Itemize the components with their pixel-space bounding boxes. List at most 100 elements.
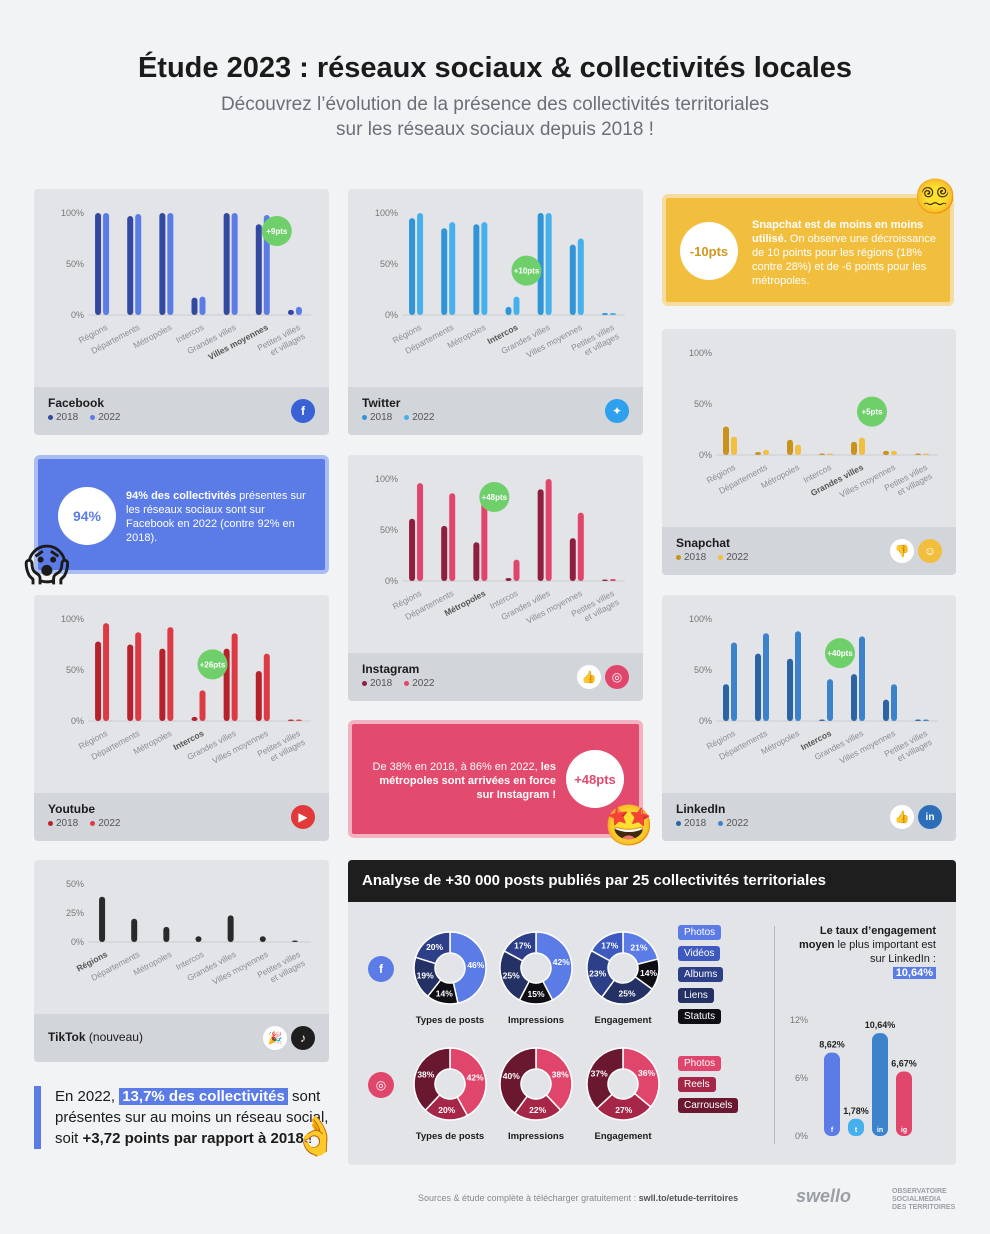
linkedin-card-footer: LinkedIn 2018 2022 👍 in: [662, 793, 956, 841]
summary-text: En 2022, 13,7% des collectivités sont pr…: [34, 1086, 334, 1149]
badge-label: +9pts: [266, 227, 288, 236]
bar-2022: [263, 653, 270, 721]
bar-2022: [163, 926, 170, 942]
bar-2018: [409, 218, 416, 315]
thumbs-up-icon: 👍: [890, 805, 914, 829]
callout-text: De 38% en 2018, à 86% en 2022, les métro…: [372, 761, 557, 801]
callout-badge: 94%: [58, 487, 116, 545]
bar-2018: [223, 213, 230, 315]
card-name: TikTok (nouveau): [48, 1030, 143, 1044]
bar-2022: [795, 444, 801, 455]
thumbs-down-icon: 👎: [890, 539, 914, 563]
callout-text: Snapchat est de moins en moins utilisé. …: [752, 219, 937, 287]
badge: [825, 638, 855, 669]
callout-badge: +48pts: [566, 750, 624, 808]
badge-label: +48pts: [482, 493, 508, 502]
bar-2022: [231, 213, 238, 315]
y-tick-label: 50%: [66, 259, 84, 269]
tiktok-icon: ♪: [291, 1026, 315, 1050]
badge: [479, 482, 510, 512]
bar-2018: [127, 216, 134, 315]
page-subtitle: Découvrez l’évolution de la présence des…: [220, 94, 770, 140]
bar-2022: [545, 479, 552, 581]
y-tick-label: 50%: [694, 399, 712, 409]
y-tick-label: 50%: [66, 665, 84, 675]
dizzy-face-emoji: 😵‍💫: [914, 178, 957, 216]
bar-2022: [295, 719, 302, 721]
bar-2022: [763, 449, 769, 455]
legend: 2018 2022: [48, 412, 315, 423]
card-name: Youtube: [48, 802, 96, 816]
y-tick-label: 100%: [689, 348, 712, 358]
bar-2022: [731, 642, 737, 721]
y-tick-label: 0%: [385, 310, 398, 320]
card-name: LinkedIn: [676, 802, 726, 816]
engagement-bar: [896, 1071, 912, 1136]
bar-2018: [95, 213, 102, 315]
engagement-text: Le taux d’engagement moyen le plus import…: [799, 925, 936, 979]
snapchat-icon: ☺: [918, 539, 942, 563]
twitter-icon: ✦: [605, 399, 629, 423]
donut-slice: [586, 1047, 624, 1110]
bar-2022: [731, 436, 737, 455]
engagement-bar: [872, 1033, 888, 1136]
slice-label: 15%: [527, 989, 544, 999]
tag-reels: Reels: [678, 1077, 716, 1092]
bar-2022: [167, 213, 174, 315]
card-name: Twitter: [362, 396, 401, 410]
donut-label: Impressions: [508, 1015, 564, 1026]
bar-2022: [103, 623, 110, 721]
engagement-label: 1,78%: [843, 1106, 869, 1116]
y-tick-label: 0%: [385, 576, 398, 586]
slice-label: 42%: [553, 957, 570, 967]
bar-2022: [449, 493, 456, 581]
bar-2018: [287, 719, 294, 721]
twitter-chart: 0%50%100%RégionsDépartementsMétropolesIn…: [375, 208, 625, 360]
y-tick-label: 6%: [795, 1073, 808, 1083]
slice-label: 19%: [417, 971, 434, 981]
donut-slice: [449, 1047, 487, 1117]
slice-label: 27%: [615, 1105, 632, 1115]
tag-albums: Albums: [678, 967, 724, 982]
y-tick-label: 0%: [699, 450, 712, 460]
instagram-card: 0% 50% 100% Régions Départements Métropoles In…: [348, 455, 643, 701]
facebook-card-footer: Facebook 2018 2022 f: [34, 387, 329, 435]
bar-2018: [851, 441, 857, 455]
bar-2022: [231, 633, 238, 721]
twitter-card-footer: Twitter 2018 2022 ✦: [348, 387, 643, 435]
y-tick-label: 12%: [790, 1015, 808, 1025]
swello-logo: swello: [796, 1186, 852, 1206]
bar-2022: [891, 684, 897, 721]
legend: 2018 2022: [48, 818, 315, 829]
y-tick-label: 0%: [71, 716, 84, 726]
slice-label: 22%: [529, 1105, 546, 1115]
y-tick-label: 0%: [71, 937, 84, 947]
bar-2022: [131, 918, 138, 942]
donut-slice: [590, 931, 624, 962]
engagement-label: 8,62%: [819, 1040, 845, 1050]
tag-links: Liens: [678, 988, 714, 1003]
donut-slice: [499, 1047, 537, 1115]
slice-label: 36%: [638, 1068, 655, 1078]
posts-analysis-panel: Analyse de +30 000 posts publiés par 25 …: [348, 860, 956, 1165]
badge-label: +40pts: [827, 649, 853, 658]
donut-slice: [449, 931, 487, 1005]
bar-2018: [473, 542, 480, 581]
bar-2018: [601, 312, 608, 315]
instagram-card-footer: Instagram 2018 2022 👍 ◎: [348, 653, 643, 701]
y-tick-label: 50%: [380, 525, 398, 535]
bar-2022: [449, 222, 456, 315]
tag-photos: Photos: [678, 925, 722, 940]
bar-2018: [537, 213, 544, 315]
engagement-bar: [824, 1052, 840, 1136]
bar-2018: [723, 684, 729, 721]
y-tick-label: 0%: [699, 716, 712, 726]
instagram-icon: ◎: [368, 1072, 394, 1098]
tag-statuses: Statuts: [678, 1009, 722, 1024]
bar-2022: [481, 222, 488, 315]
slice-label: 21%: [630, 942, 647, 952]
slice-label: 23%: [589, 969, 606, 979]
bar-2018: [601, 579, 608, 581]
bar-2022: [199, 690, 206, 721]
bar-2022: [481, 493, 488, 581]
